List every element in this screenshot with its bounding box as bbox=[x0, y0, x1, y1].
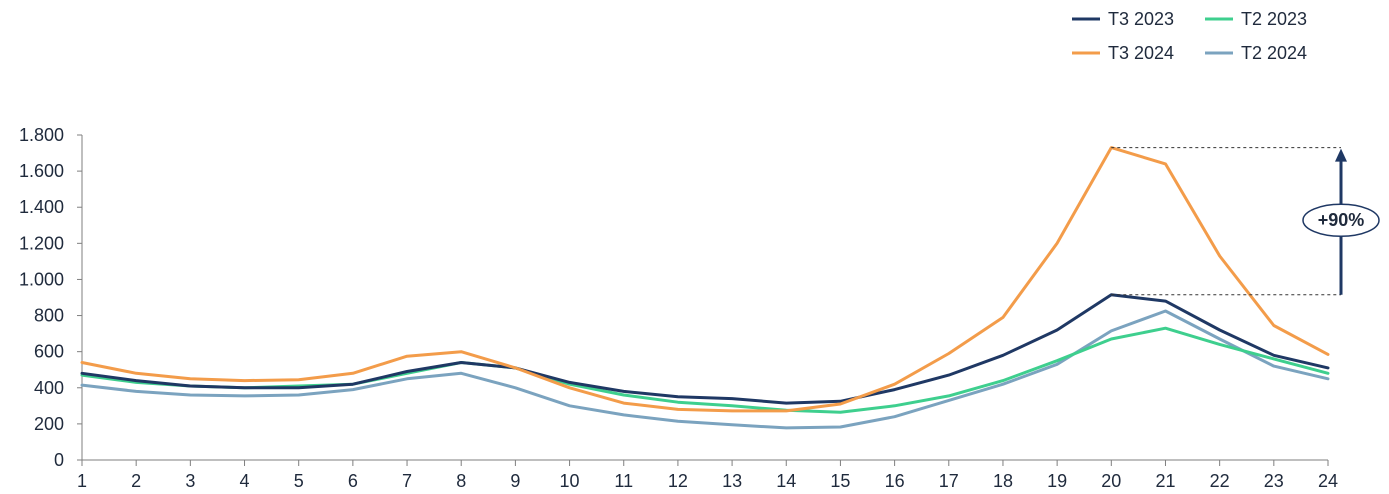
y-tick-label: 600 bbox=[34, 342, 64, 362]
series-line-t3-2023 bbox=[80, 293, 1330, 405]
x-tick-label: 8 bbox=[456, 471, 466, 491]
x-tick-label: 19 bbox=[1047, 471, 1067, 491]
series-lines bbox=[80, 146, 1330, 430]
series-line-t2-2023 bbox=[80, 326, 1330, 414]
x-tick-label: 14 bbox=[776, 471, 796, 491]
series-line-t3-2024 bbox=[80, 146, 1330, 413]
x-tick-label: 24 bbox=[1318, 471, 1338, 491]
x-tick-label: 13 bbox=[722, 471, 742, 491]
y-tick-label: 400 bbox=[34, 378, 64, 398]
x-tick-label: 11 bbox=[614, 471, 633, 491]
legend-label-t3-2024: T3 2024 bbox=[1108, 43, 1174, 63]
x-tick-label: 9 bbox=[510, 471, 520, 491]
x-tick-label: 7 bbox=[402, 471, 412, 491]
x-tick-label: 12 bbox=[668, 471, 688, 491]
y-tick-label: 1.600 bbox=[19, 161, 64, 181]
x-axis: 1 2 3 4 5 6 7 8 9 10 11 12 13 14 15 16 17 18 19 20 21 22 23 24 bbox=[77, 459, 1338, 491]
x-tick-label: 20 bbox=[1101, 471, 1121, 491]
y-tick-label: 200 bbox=[34, 414, 64, 434]
x-tick-label: 6 bbox=[348, 471, 358, 491]
series-line-t2-2024 bbox=[80, 309, 1330, 430]
x-tick-label: 1 bbox=[77, 471, 87, 491]
x-tick-label: 18 bbox=[993, 471, 1013, 491]
x-tick-label: 21 bbox=[1155, 471, 1175, 491]
arrow-head bbox=[1335, 148, 1347, 162]
x-tick-label: 17 bbox=[939, 471, 959, 491]
y-tick-label: 800 bbox=[34, 306, 64, 326]
legend-label-t3-2023: T3 2023 bbox=[1108, 9, 1174, 29]
legend-label-t2-2024: T2 2024 bbox=[1241, 43, 1307, 63]
y-tick-label: 1.400 bbox=[19, 197, 64, 217]
growth-annotation: +90% bbox=[1111, 147, 1380, 296]
x-tick-label: 15 bbox=[830, 471, 850, 491]
x-tick-label: 4 bbox=[240, 471, 250, 491]
x-tick-label: 16 bbox=[885, 471, 905, 491]
x-tick-label: 5 bbox=[294, 471, 304, 491]
y-axis: 0 200 400 600 800 1.000 1.200 1.400 1.600 1.800 bbox=[19, 125, 83, 470]
annotation-badge bbox=[1302, 203, 1380, 237]
x-tick-label: 23 bbox=[1264, 471, 1284, 491]
legend: T3 2023 T2 2023 T3 2024 T2 2024 bbox=[1072, 9, 1307, 63]
x-tick-label: 2 bbox=[131, 471, 141, 491]
y-tick-label: 1.000 bbox=[19, 269, 64, 289]
x-tick-label: 10 bbox=[560, 471, 580, 491]
x-tick-label: 22 bbox=[1210, 471, 1230, 491]
annotation-label: +90% bbox=[1318, 210, 1365, 230]
y-tick-label: 1.800 bbox=[19, 125, 64, 145]
x-tick-label: 3 bbox=[185, 471, 195, 491]
y-tick-label: 1.200 bbox=[19, 233, 64, 253]
legend-label-t2-2023: T2 2023 bbox=[1241, 9, 1307, 29]
y-tick-label: 0 bbox=[54, 450, 64, 470]
